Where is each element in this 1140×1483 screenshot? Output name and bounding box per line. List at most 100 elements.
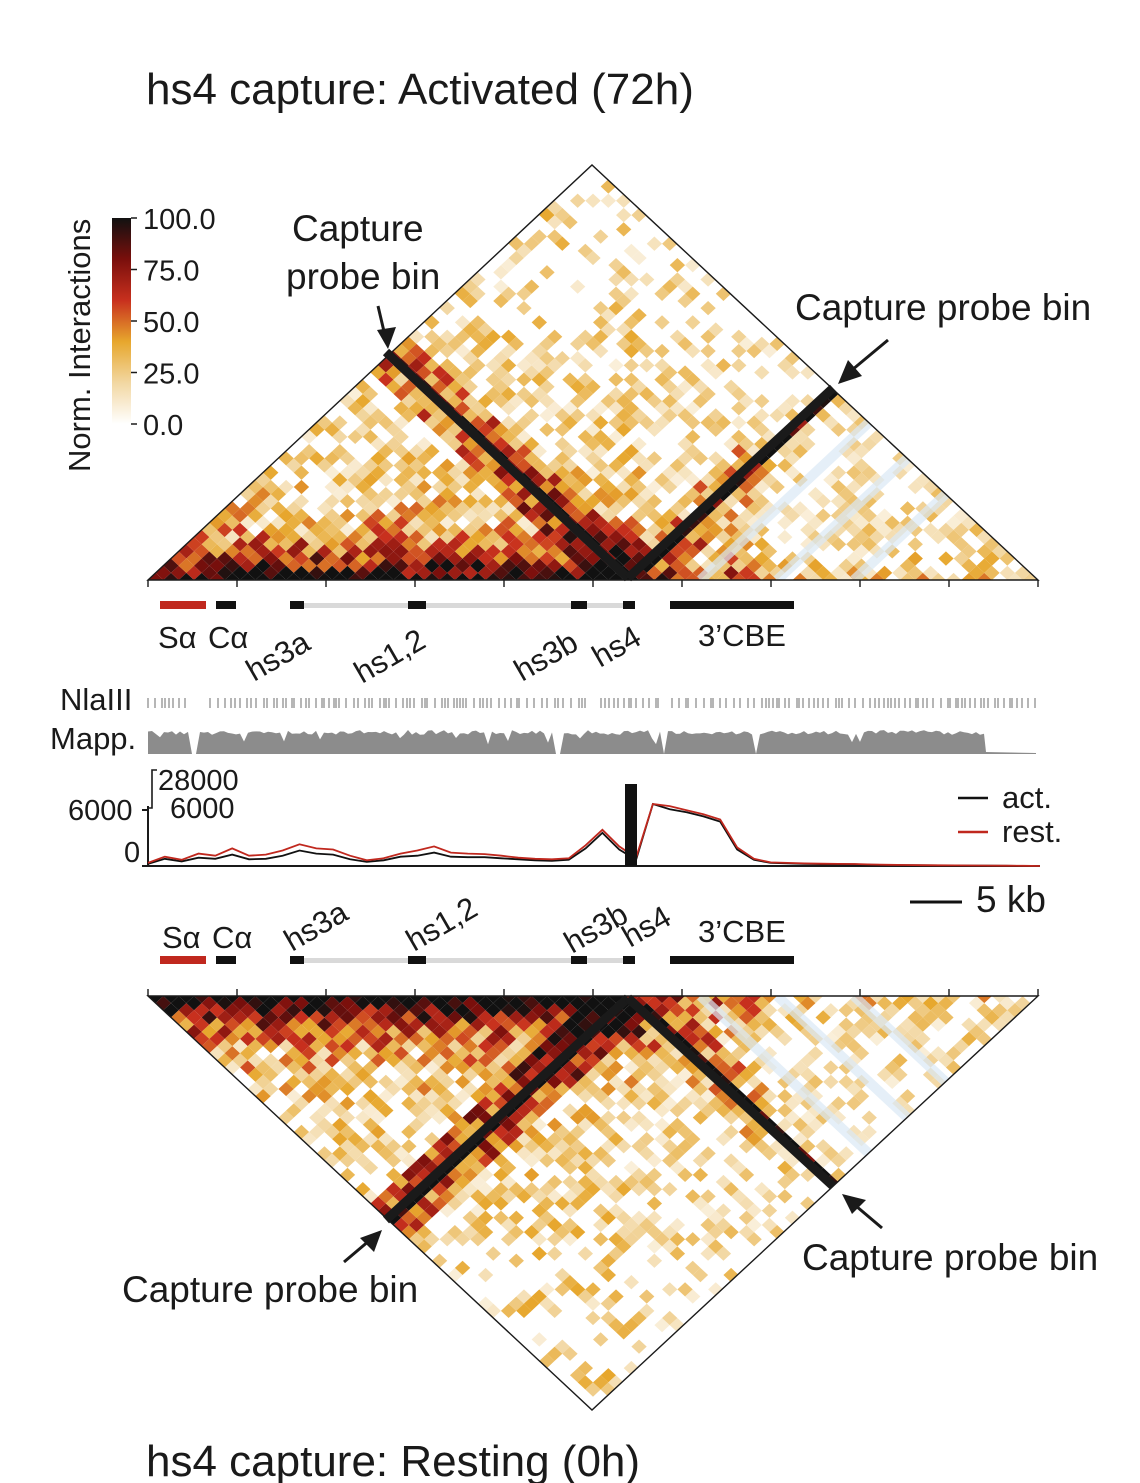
heatmap-cell bbox=[631, 1310, 647, 1326]
heatmap-cell bbox=[240, 558, 256, 573]
heatmap-cell bbox=[715, 286, 732, 301]
heatmap-cell bbox=[631, 551, 647, 566]
heatmap-cell bbox=[616, 1038, 632, 1054]
heatmap-cell bbox=[608, 1074, 624, 1090]
heatmap-cell bbox=[209, 529, 225, 545]
heatmap-cell bbox=[639, 386, 655, 402]
heatmap-cell bbox=[639, 1174, 655, 1190]
heatmap-cell bbox=[708, 1024, 724, 1039]
profile-inner-tick-28000: 28000 bbox=[158, 765, 239, 797]
heatmap-cell bbox=[255, 501, 271, 516]
heatmap-cell bbox=[454, 1060, 471, 1075]
heatmap-cell bbox=[639, 996, 655, 1004]
heatmap-cell bbox=[731, 558, 747, 573]
heatmap-cell bbox=[623, 558, 640, 573]
heatmap-cell bbox=[454, 1089, 471, 1104]
heatmap-cell bbox=[569, 1124, 586, 1140]
heatmap-cell bbox=[247, 1067, 264, 1082]
heatmap-cell bbox=[600, 1081, 617, 1097]
heatmap-cell bbox=[393, 572, 409, 580]
heatmap-cell bbox=[715, 1031, 732, 1047]
heatmap-cell bbox=[754, 365, 770, 380]
c-alpha-block bbox=[216, 956, 236, 964]
heatmap-cell bbox=[639, 1217, 655, 1233]
heatmap-cell bbox=[846, 551, 862, 566]
heatmap-cell bbox=[976, 996, 992, 1004]
heatmap-cell bbox=[585, 565, 601, 580]
heatmap-cell bbox=[754, 996, 770, 1011]
heatmap-cell bbox=[815, 508, 831, 523]
heatmap-cell bbox=[516, 1060, 532, 1075]
heatmap-cell bbox=[263, 479, 279, 495]
heatmap-cell bbox=[715, 515, 732, 530]
heatmap-cell bbox=[685, 1289, 701, 1304]
heatmap-cell bbox=[324, 1038, 340, 1054]
heatmap-cell bbox=[945, 1060, 962, 1075]
heatmap-cell bbox=[485, 415, 501, 430]
heatmap-cell bbox=[846, 1124, 862, 1140]
heatmap-cell bbox=[646, 1210, 663, 1225]
heatmap-cell bbox=[546, 996, 563, 1004]
heatmap-cell bbox=[508, 1224, 524, 1240]
heatmap-cell bbox=[324, 1010, 340, 1025]
heatmap-cell bbox=[477, 996, 494, 1011]
heatmap-cell bbox=[608, 529, 624, 545]
heatmap-cell bbox=[769, 479, 785, 495]
heatmap-cell bbox=[593, 229, 609, 244]
heatmap-cell bbox=[500, 996, 517, 1004]
heatmap-cell bbox=[677, 537, 693, 552]
heatmap-cell bbox=[562, 501, 578, 516]
heatmap-cell bbox=[347, 458, 363, 473]
heatmap-cell bbox=[209, 996, 225, 1004]
heatmap-cell bbox=[731, 1060, 747, 1075]
heatmap-cell bbox=[347, 1060, 363, 1075]
heatmap-cell bbox=[700, 343, 716, 359]
heatmap-cell bbox=[654, 1003, 670, 1018]
heatmap-cell bbox=[393, 1017, 409, 1032]
heatmap-cell bbox=[316, 501, 333, 516]
heatmap-cell bbox=[616, 1010, 632, 1025]
heatmap-cell bbox=[723, 436, 739, 452]
hs12-block bbox=[408, 601, 426, 609]
heatmap-cell bbox=[593, 1174, 609, 1190]
heatmap-cell bbox=[616, 265, 632, 280]
heatmap-cell bbox=[424, 1074, 440, 1090]
heatmap-cell bbox=[416, 1053, 432, 1068]
heatmap-cell bbox=[569, 1110, 586, 1125]
heatmap-cell bbox=[439, 300, 455, 316]
heatmap-cell bbox=[385, 1196, 402, 1211]
heatmap-cell bbox=[830, 537, 847, 552]
heatmap-cell bbox=[263, 1038, 279, 1054]
heatmap-cell bbox=[424, 1189, 440, 1204]
heatmap-cell bbox=[531, 458, 547, 473]
heatmap-cell bbox=[523, 408, 540, 423]
heatmap-cell bbox=[232, 996, 248, 1011]
heatmap-cell bbox=[278, 1024, 294, 1039]
heatmap-cell bbox=[554, 236, 570, 251]
heatmap-cell bbox=[1014, 996, 1031, 1011]
heatmap-cell bbox=[500, 343, 517, 359]
heatmap-cell bbox=[899, 501, 916, 516]
heatmap-cell bbox=[639, 1289, 655, 1304]
heatmap-cell bbox=[439, 372, 455, 387]
heatmap-cell bbox=[708, 451, 724, 466]
heatmap-cell bbox=[439, 1146, 455, 1161]
heatmap-cell bbox=[861, 1110, 877, 1125]
heatmap-cell bbox=[554, 1196, 570, 1211]
heatmap-cell bbox=[454, 386, 471, 402]
heatmap-cell bbox=[685, 429, 701, 445]
heatmap-cell bbox=[516, 1103, 532, 1118]
heatmap-cell bbox=[784, 508, 801, 523]
heatmap-cell bbox=[217, 1010, 233, 1025]
heatmap-cell bbox=[286, 1103, 302, 1118]
heatmap-cell bbox=[439, 501, 455, 516]
heatmap-cell bbox=[853, 1131, 870, 1147]
heatmap-cell bbox=[861, 508, 877, 523]
heatmap-cell bbox=[968, 1024, 985, 1039]
heatmap-cell bbox=[662, 1224, 678, 1240]
heatmap-cell bbox=[240, 486, 256, 502]
heatmap-cell bbox=[631, 207, 647, 223]
heatmap-cell bbox=[316, 1031, 333, 1047]
heatmap-cell bbox=[685, 529, 701, 545]
